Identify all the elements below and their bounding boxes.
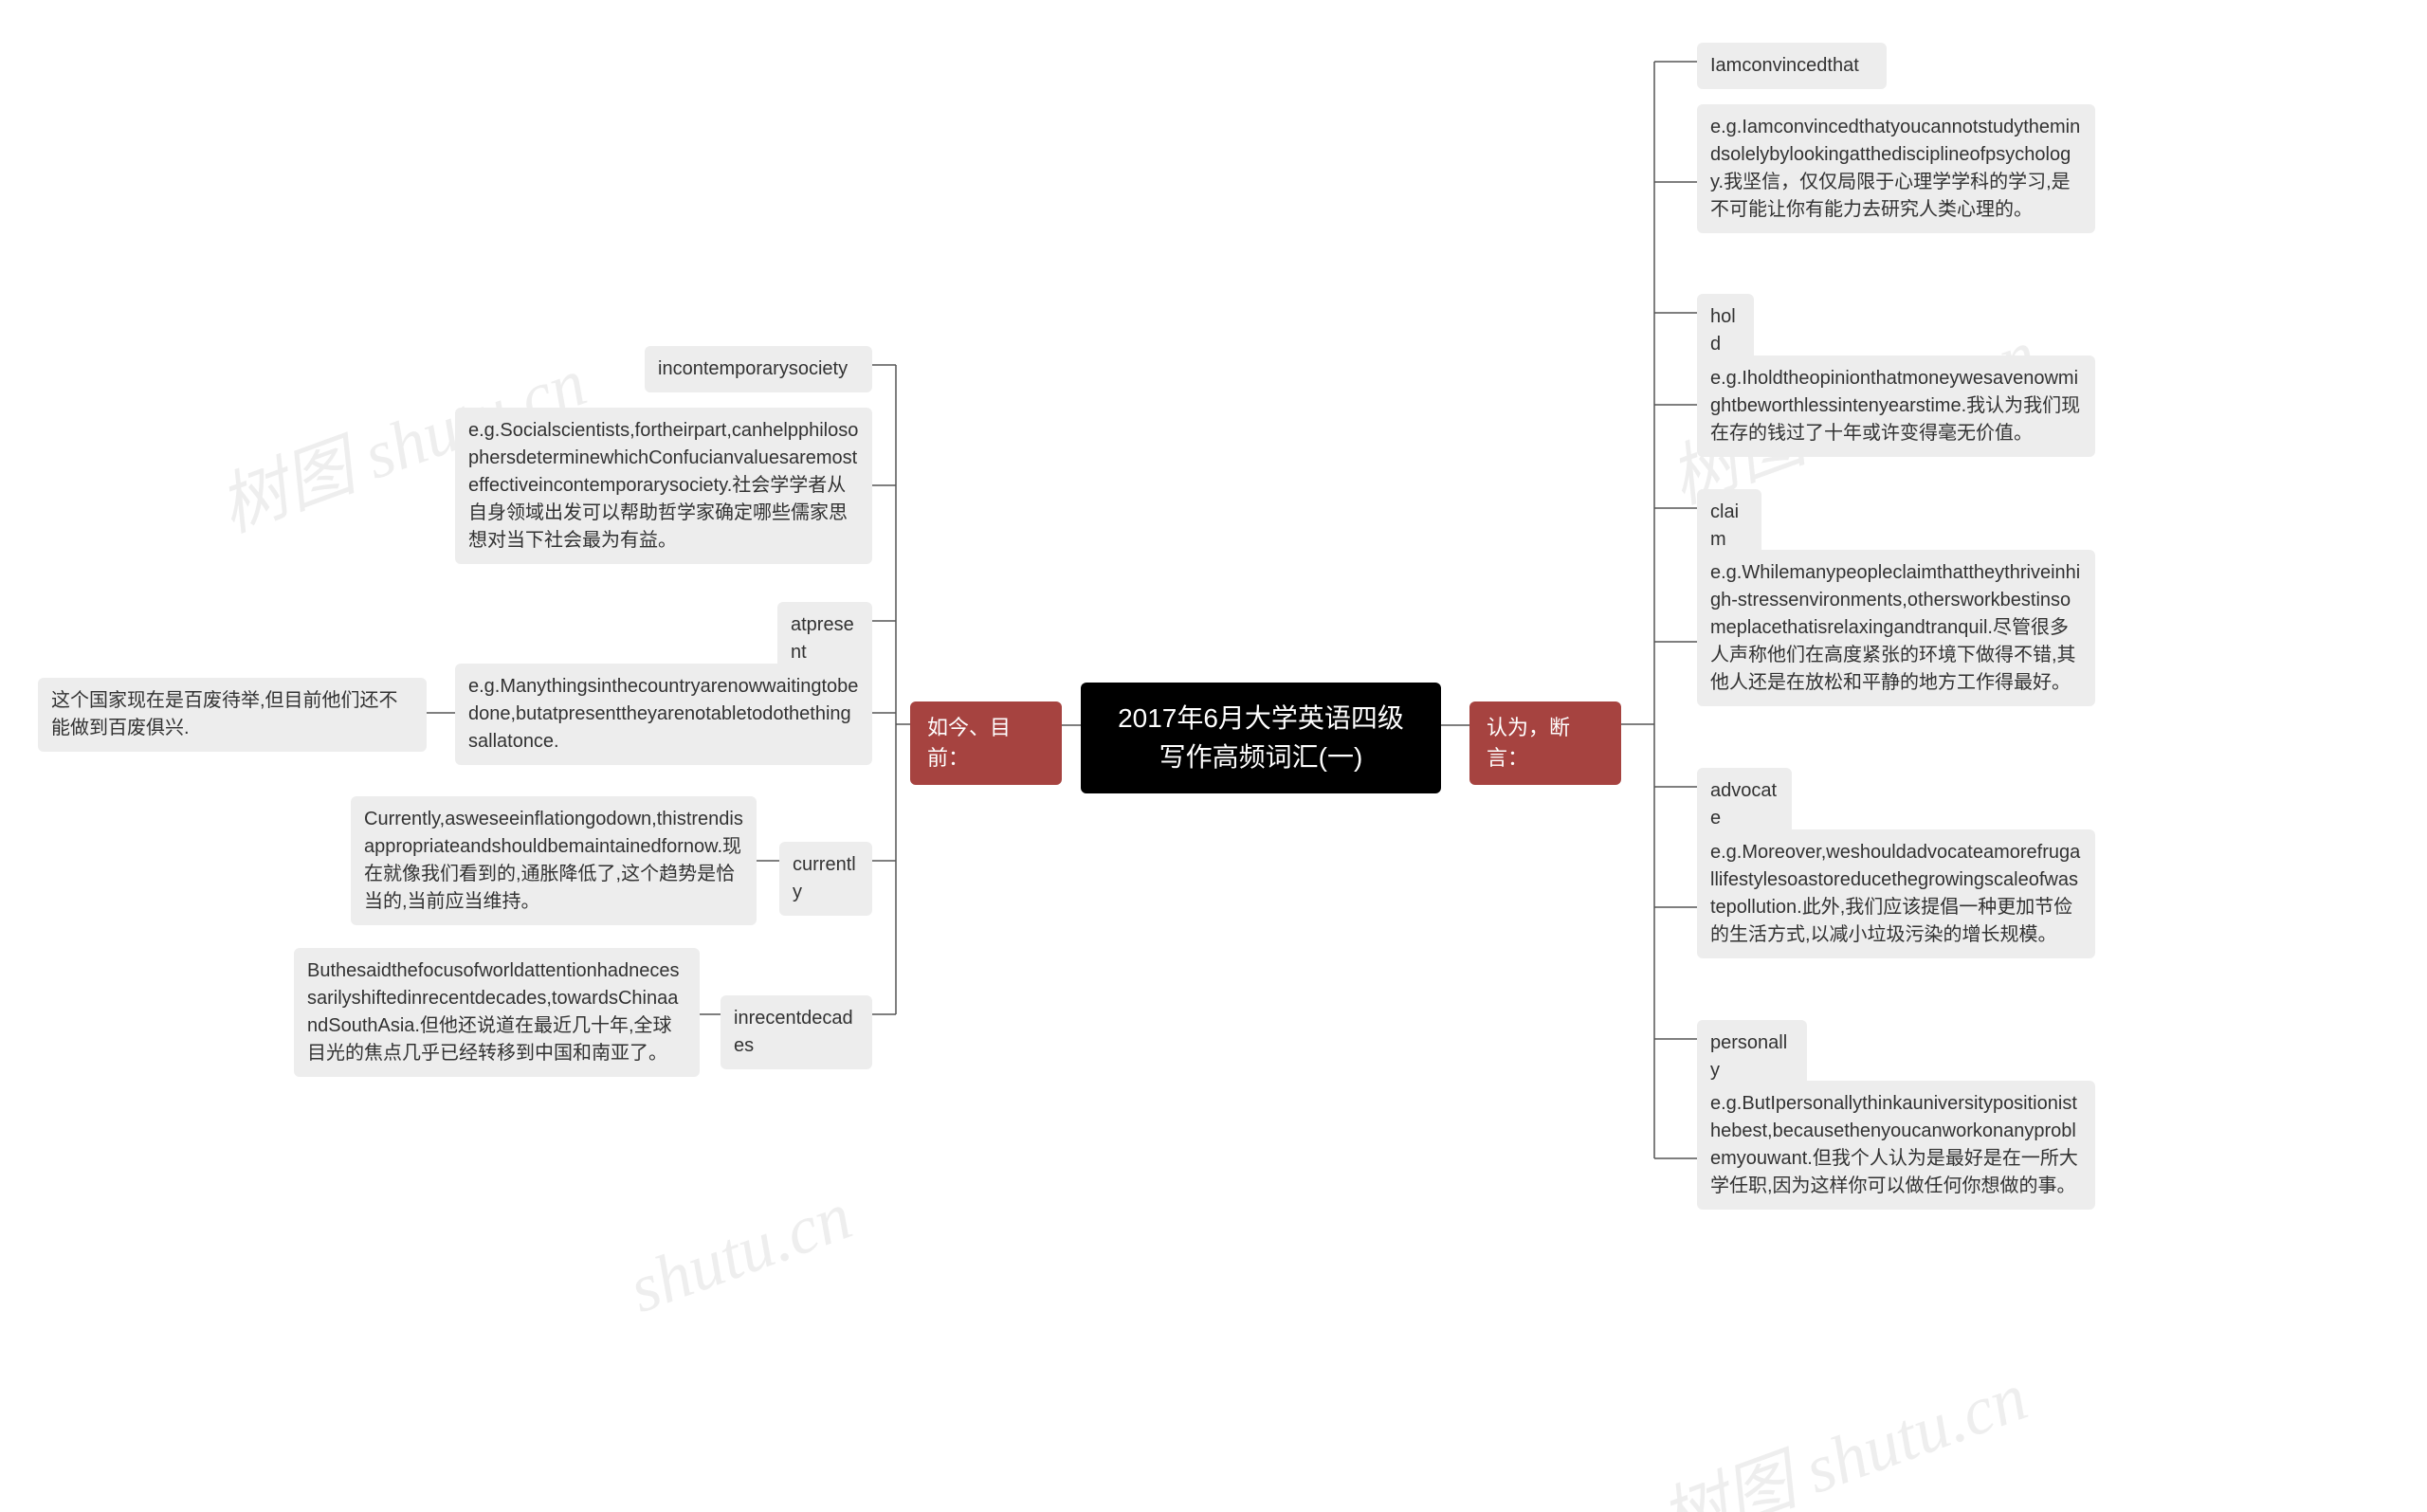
leaf-r10[interactable]: e.g.ButIpersonallythinkauniversitypositi…: [1697, 1081, 2095, 1210]
root-node[interactable]: 2017年6月大学英语四级 写作高频词汇(一): [1081, 683, 1441, 793]
root-line2: 写作高频词汇(一): [1159, 742, 1363, 772]
leaf-r6[interactable]: e.g.Whilemanypeopleclaimthattheythrivein…: [1697, 550, 2095, 706]
leaf-r1[interactable]: Iamconvincedthat: [1697, 43, 1887, 89]
leaf-l6[interactable]: inrecentdecades: [721, 995, 872, 1069]
branch-left[interactable]: 如今、目前：: [910, 701, 1062, 785]
root-line1: 2017年6月大学英语四级: [1118, 703, 1404, 733]
leaf-l4[interactable]: e.g.Manythingsinthecountryarenowwaitingt…: [455, 664, 872, 765]
leaf-l5b[interactable]: Currently,asweseeinflationgodown,thistre…: [351, 796, 757, 925]
watermark: shutu.cn: [619, 1176, 862, 1329]
watermark: 树图 shutu.cn: [1644, 1340, 2038, 1512]
leaf-l1[interactable]: incontemporarysociety: [645, 346, 872, 392]
leaf-l2[interactable]: e.g.Socialscientists,fortheirpart,canhel…: [455, 408, 872, 564]
leaf-l4b[interactable]: 这个国家现在是百废待举,但目前他们还不能做到百废俱兴.: [38, 678, 427, 752]
leaf-l6b[interactable]: Buthesaidthefocusofworldattentionhadnece…: [294, 948, 700, 1077]
leaf-r4[interactable]: e.g.Iholdtheopinionthatmoneywesavenowmig…: [1697, 355, 2095, 457]
branch-right[interactable]: 认为，断言：: [1469, 701, 1621, 785]
leaf-r8[interactable]: e.g.Moreover,weshouldadvocateamorefrugal…: [1697, 829, 2095, 958]
leaf-l5[interactable]: currently: [779, 842, 872, 916]
leaf-r2[interactable]: e.g.Iamconvincedthatyoucannotstudythemin…: [1697, 104, 2095, 233]
